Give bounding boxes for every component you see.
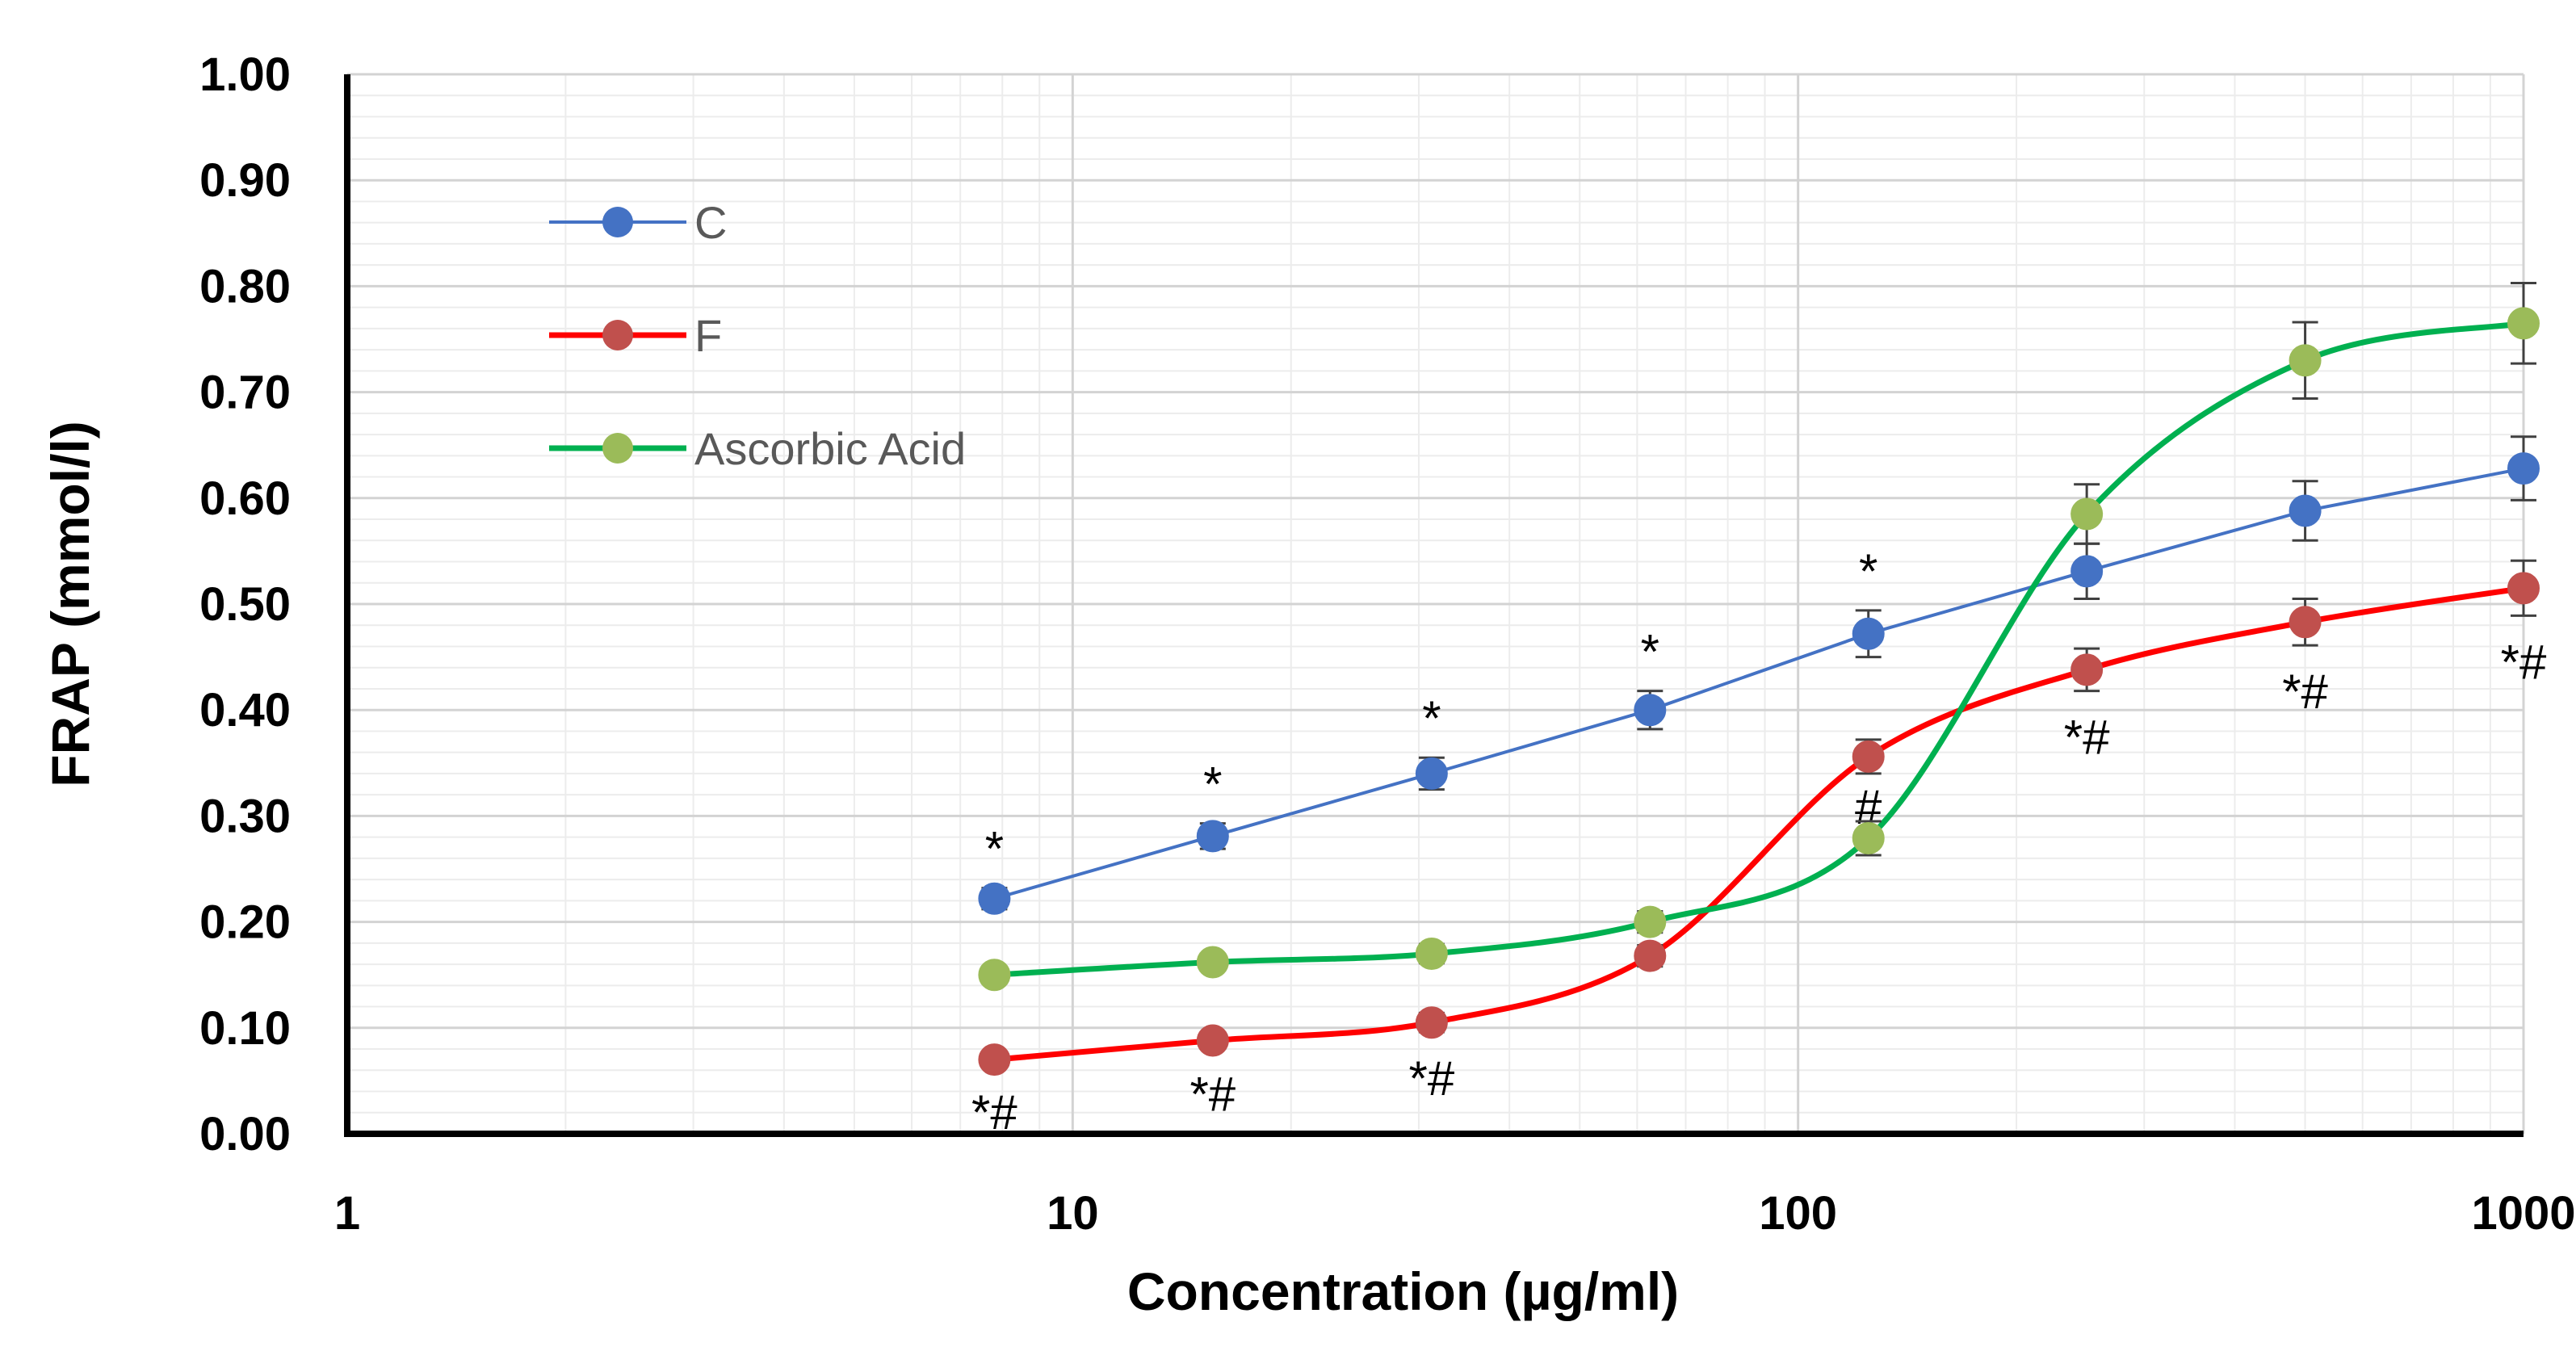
series-f-point bbox=[978, 1043, 1011, 1076]
y-tick-label: 0.60 bbox=[199, 472, 291, 525]
y-tick-label: 1.00 bbox=[199, 48, 291, 101]
significance-label: *# bbox=[2501, 635, 2547, 689]
series-f: *# *# *##*#*#*# bbox=[971, 559, 2547, 1139]
series-ascorbic-acid-point bbox=[1196, 946, 1229, 979]
y-tick-label: 0.40 bbox=[199, 684, 291, 736]
series-ascorbic-acid-point bbox=[2289, 344, 2322, 377]
significance-label: *# bbox=[1189, 1068, 1236, 1122]
series-ascorbic-acid-point bbox=[2070, 497, 2104, 531]
significance-label: * bbox=[985, 822, 1004, 876]
y-tick-label: 0.70 bbox=[199, 367, 291, 419]
legend: C F Ascorbic Acid bbox=[549, 197, 966, 474]
legend-label: C bbox=[694, 197, 727, 248]
minor-gridlines bbox=[347, 74, 2524, 1134]
legend-item-c: C bbox=[549, 197, 727, 248]
series-c-point bbox=[1196, 820, 1229, 853]
series-ascorbic-acid-point bbox=[1415, 937, 1448, 970]
axes bbox=[344, 74, 2524, 1137]
x-tick-label: 1000 bbox=[2471, 1187, 2575, 1240]
legend-item-ascorbic-acid: Ascorbic Acid bbox=[549, 423, 966, 474]
series-c-line bbox=[992, 467, 2525, 900]
series-c: * * * * * bbox=[978, 435, 2540, 915]
series-ascorbic-acid-line bbox=[991, 320, 2527, 978]
significance-label: * bbox=[1203, 757, 1222, 812]
series-f-point bbox=[2507, 572, 2540, 605]
tick-labels: 0.00 0.10 0.20 0.30 0.40 0.50 0.60 0.70 0.80 0.90… bbox=[199, 48, 2575, 1240]
significance-label: *# bbox=[2064, 711, 2110, 765]
x-axis-title: Concentration (µg/ml) bbox=[1127, 1261, 1679, 1321]
series-c-point bbox=[978, 882, 1011, 915]
series-c-point bbox=[2289, 494, 2322, 527]
x-tick-label: 100 bbox=[1759, 1187, 1837, 1240]
legend-marker bbox=[602, 320, 633, 350]
series-f-point bbox=[1852, 740, 1885, 773]
series-f-line bbox=[991, 585, 2527, 1063]
significance-label: *# bbox=[2282, 665, 2328, 719]
legend-item-f: F bbox=[549, 310, 722, 361]
series-c-point bbox=[2507, 452, 2540, 485]
major-gridlines bbox=[347, 73, 2525, 1134]
significance-label: * bbox=[1641, 625, 1659, 679]
series-ascorbic-acid bbox=[978, 281, 2540, 992]
significance-label: *# bbox=[971, 1085, 1017, 1139]
legend-label: Ascorbic Acid bbox=[694, 423, 966, 474]
legend-marker bbox=[602, 433, 633, 464]
significance-label: * bbox=[1859, 544, 1877, 598]
y-tick-label: 0.10 bbox=[199, 1002, 291, 1055]
legend-marker bbox=[602, 207, 633, 237]
series-c-point bbox=[1852, 617, 1885, 650]
significance-label: * bbox=[1422, 691, 1441, 745]
x-tick-label: 1 bbox=[334, 1187, 360, 1240]
y-tick-label: 0.30 bbox=[199, 790, 291, 842]
series-c-point bbox=[1415, 757, 1448, 790]
significance-label: *# bbox=[1409, 1051, 1455, 1106]
series-layer: ******# *# *##*#*#*# bbox=[971, 281, 2547, 1139]
series-f-point bbox=[2070, 653, 2104, 686]
y-tick-label: 0.80 bbox=[199, 260, 291, 313]
y-axis-title: FRAP (mmol/l) bbox=[40, 421, 100, 787]
x-tick-label: 10 bbox=[1047, 1187, 1099, 1240]
series-f-point bbox=[1415, 1006, 1448, 1039]
series-ascorbic-acid-point bbox=[2507, 307, 2540, 340]
legend-label: F bbox=[694, 310, 722, 361]
y-tick-label: 0.90 bbox=[199, 154, 291, 207]
series-f-point bbox=[1634, 939, 1667, 972]
series-f-point bbox=[2289, 606, 2322, 639]
y-tick-label: 0.20 bbox=[199, 896, 291, 949]
series-ascorbic-acid-point bbox=[978, 959, 1011, 992]
series-ascorbic-acid-point bbox=[1852, 821, 1885, 854]
series-c-point bbox=[2070, 555, 2104, 588]
series-c-point bbox=[1634, 694, 1667, 727]
series-ascorbic-acid-point bbox=[1634, 905, 1667, 938]
y-tick-label: 0.00 bbox=[199, 1108, 291, 1160]
series-f-point bbox=[1196, 1024, 1229, 1057]
y-tick-label: 0.50 bbox=[199, 578, 291, 631]
